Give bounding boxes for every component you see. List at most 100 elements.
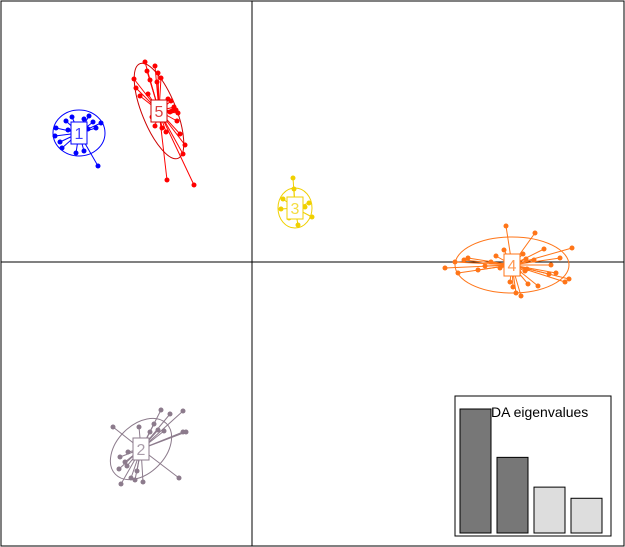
data-point: [175, 110, 181, 116]
data-point: [520, 251, 526, 257]
cluster-3: 3: [277, 175, 315, 229]
data-point: [136, 424, 142, 430]
eigenvalues-bars: [459, 408, 603, 534]
data-point: [535, 283, 541, 289]
data-point: [182, 142, 188, 148]
data-point: [513, 290, 519, 296]
cluster-spoke: [511, 264, 566, 283]
data-point: [553, 270, 559, 276]
data-point: [523, 256, 529, 262]
cluster-label: 4: [508, 258, 517, 275]
data-point: [569, 245, 575, 251]
data-point: [145, 91, 151, 97]
data-point: [98, 120, 104, 126]
eigenvalue-bar: [570, 497, 603, 534]
data-point: [546, 271, 552, 277]
data-point: [501, 247, 507, 253]
data-point: [176, 475, 182, 481]
data-point: [140, 479, 146, 485]
data-point: [133, 85, 139, 91]
cluster-ellipse: [109, 417, 173, 481]
data-point: [131, 76, 137, 82]
data-point: [482, 263, 488, 269]
data-point: [309, 214, 315, 220]
cluster-spoke: [158, 110, 195, 186]
eigenvalues-title: DA eigenvalues: [491, 404, 588, 420]
cluster-label-box: [503, 253, 521, 277]
cluster-2: 2: [109, 407, 189, 487]
cluster-4: 4: [442, 223, 575, 299]
data-point: [280, 196, 286, 202]
data-point: [152, 63, 158, 69]
data-point: [455, 270, 461, 276]
data-point: [452, 259, 458, 265]
data-point: [183, 429, 189, 435]
data-point: [57, 139, 63, 145]
data-point: [159, 125, 165, 131]
cluster-label: 5: [155, 104, 164, 121]
data-point: [73, 150, 79, 156]
data-point: [69, 114, 75, 120]
data-point: [562, 279, 568, 285]
data-point: [532, 230, 538, 236]
data-point: [475, 267, 481, 273]
data-point: [503, 223, 509, 229]
data-point: [52, 133, 58, 139]
data-point: [147, 77, 153, 83]
cluster-ellipse: [52, 109, 106, 157]
data-point: [169, 108, 175, 114]
data-point: [191, 182, 197, 188]
data-point: [167, 411, 173, 417]
data-point: [63, 118, 69, 124]
data-point: [158, 407, 164, 413]
data-point: [531, 257, 537, 263]
data-point: [132, 477, 138, 483]
data-point: [295, 222, 301, 228]
data-point: [177, 131, 183, 137]
data-point: [524, 266, 530, 272]
data-point: [164, 177, 170, 183]
data-point: [142, 59, 148, 65]
data-point: [557, 255, 563, 261]
data-point: [461, 257, 467, 263]
data-point: [161, 428, 167, 434]
data-point: [155, 70, 161, 76]
data-point: [302, 204, 308, 210]
cluster-spoke: [511, 264, 570, 280]
data-point: [124, 463, 130, 469]
data-point: [291, 186, 297, 192]
cluster-5: 5: [131, 59, 197, 188]
data-point: [548, 262, 554, 268]
data-point: [147, 429, 153, 435]
data-point: [442, 265, 448, 271]
data-point: [510, 284, 516, 290]
cluster-label: 1: [75, 126, 84, 143]
data-point: [53, 125, 59, 131]
data-point: [110, 424, 116, 430]
cluster-label-box: [70, 121, 88, 145]
eigenvalue-bar: [496, 456, 529, 534]
cluster-label-box: [150, 99, 168, 123]
data-point: [125, 449, 131, 455]
eigenvalue-bar: [459, 408, 492, 534]
data-point: [155, 427, 161, 433]
data-point: [128, 475, 134, 481]
clusters-layer: 1 2 3 4 5: [52, 59, 575, 487]
data-point: [163, 129, 169, 135]
data-point: [65, 127, 71, 133]
data-point: [86, 113, 92, 119]
data-point: [117, 454, 123, 460]
data-point: [95, 163, 101, 169]
data-point: [180, 408, 186, 414]
data-point: [122, 459, 128, 465]
data-point: [81, 148, 87, 154]
data-point: [518, 293, 524, 299]
data-point: [541, 246, 547, 252]
data-point: [134, 468, 140, 474]
data-point: [525, 281, 531, 287]
data-point: [306, 200, 312, 206]
data-point: [151, 421, 157, 427]
cluster-1: 1: [52, 109, 106, 169]
data-point: [507, 279, 513, 285]
data-point: [154, 79, 160, 85]
